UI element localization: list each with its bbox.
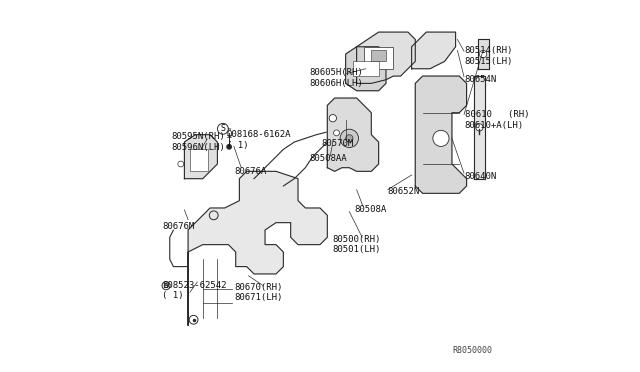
Circle shape	[329, 115, 337, 122]
Text: B: B	[164, 283, 168, 289]
Circle shape	[476, 124, 483, 131]
Polygon shape	[184, 135, 218, 179]
Circle shape	[346, 135, 353, 142]
Text: R8050000: R8050000	[452, 346, 492, 355]
Circle shape	[479, 51, 487, 58]
Text: 80508A: 80508A	[355, 205, 387, 214]
Polygon shape	[356, 32, 415, 83]
Circle shape	[433, 130, 449, 147]
Text: 80610   (RH)
80610+A(LH): 80610 (RH) 80610+A(LH)	[465, 110, 529, 130]
Text: 80500(RH)
80501(LH): 80500(RH) 80501(LH)	[333, 235, 381, 254]
Text: ß08523-62542
( 1): ß08523-62542 ( 1)	[163, 281, 227, 300]
Text: 80508AA: 80508AA	[309, 154, 347, 163]
Text: S: S	[221, 124, 225, 133]
Circle shape	[340, 129, 358, 148]
Text: 80570M: 80570M	[322, 140, 354, 148]
Text: 80652N: 80652N	[388, 187, 420, 196]
Text: 80595N(RH)
80596N(LH): 80595N(RH) 80596N(LH)	[172, 132, 225, 152]
Circle shape	[333, 130, 339, 136]
Text: 80514(RH)
80515(LH): 80514(RH) 80515(LH)	[465, 46, 513, 65]
Bar	[364, 47, 394, 69]
Text: 80676A: 80676A	[234, 167, 266, 176]
Polygon shape	[346, 47, 386, 91]
Polygon shape	[412, 32, 456, 69]
Text: 80654N: 80654N	[465, 75, 497, 84]
Text: 80605H(RH)
80606H(LH): 80605H(RH) 80606H(LH)	[309, 68, 363, 87]
Text: 80676M: 80676M	[163, 222, 195, 231]
Text: 80670(RH)
80671(LH): 80670(RH) 80671(LH)	[234, 283, 282, 302]
Polygon shape	[415, 76, 467, 193]
Bar	[190, 149, 208, 171]
Circle shape	[178, 161, 184, 167]
Bar	[371, 51, 386, 61]
Circle shape	[227, 145, 231, 149]
Polygon shape	[474, 76, 485, 179]
Text: 80640N: 80640N	[465, 172, 497, 181]
Bar	[353, 61, 379, 76]
Polygon shape	[327, 98, 379, 171]
Polygon shape	[477, 39, 488, 69]
Text: Õ08168-6162A
( 1): Õ08168-6162A ( 1)	[227, 131, 291, 150]
Polygon shape	[188, 171, 327, 325]
